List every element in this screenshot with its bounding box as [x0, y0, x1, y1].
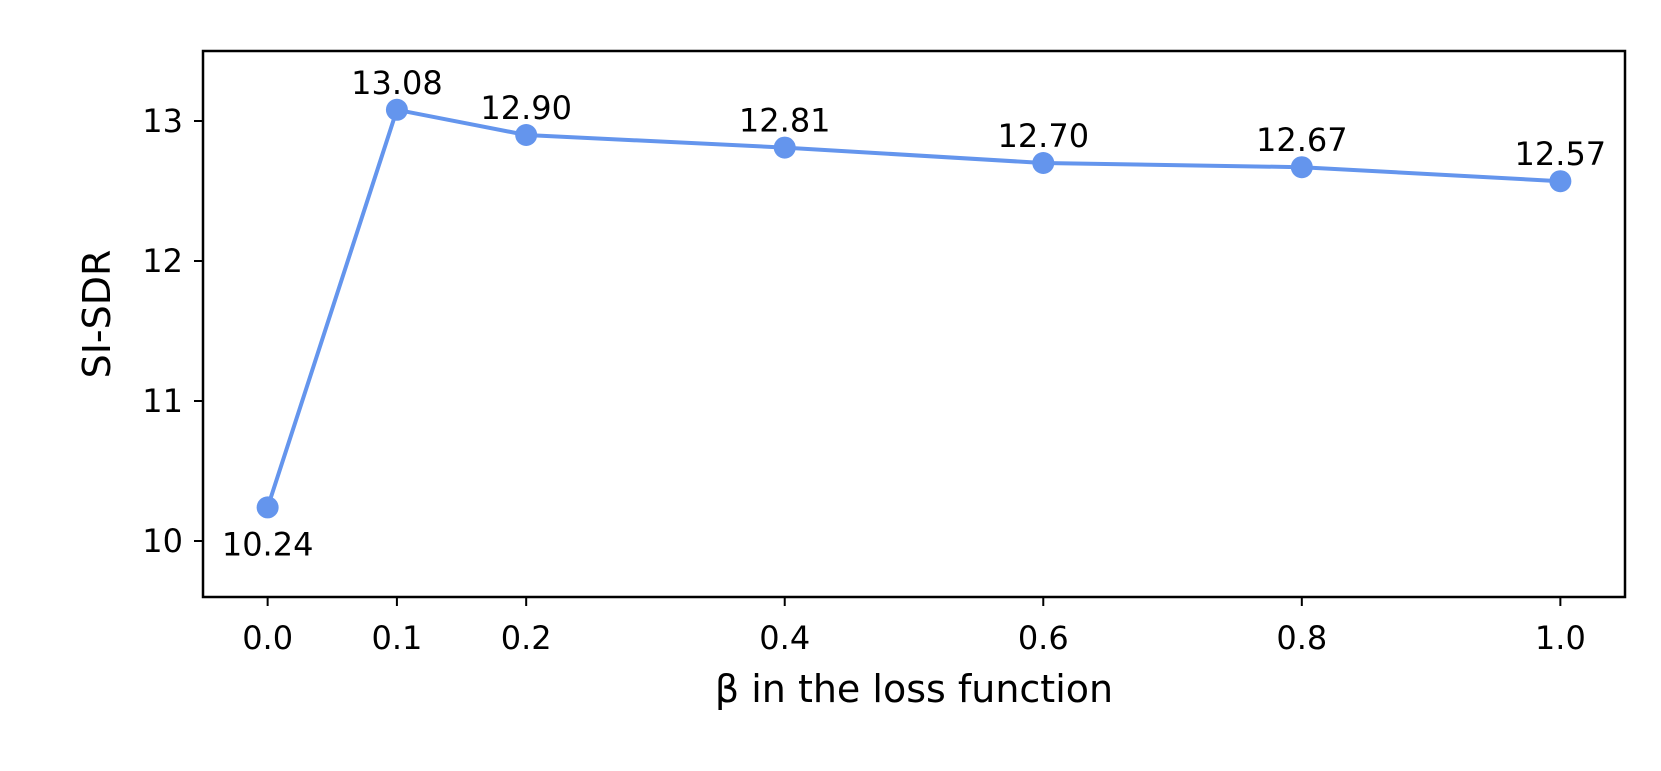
data-point	[1549, 170, 1572, 193]
data-point	[1032, 152, 1055, 174]
data-label: 12.67	[1256, 121, 1348, 159]
x-axis-ticks: 0.0 0.1 0.2 0.4 0.6 0.8 1.0	[242, 597, 1586, 657]
x-tick-label: 0.8	[1276, 619, 1327, 657]
x-tick-label: 0.1	[371, 619, 422, 657]
data-label: 12.70	[997, 117, 1089, 155]
y-tick-label: 13	[142, 102, 183, 140]
series-line	[265, 107, 1561, 509]
x-tick-label: 0.2	[501, 619, 552, 657]
data-point	[385, 98, 408, 121]
y-tick-label: 11	[142, 382, 183, 420]
x-axis-label: β in the loss function	[715, 667, 1113, 711]
data-label: 12.81	[739, 102, 831, 140]
y-tick-label: 12	[142, 242, 183, 280]
plot-layer: 10.24 13.08 12.90 12.81 12.70 12.67 12.57	[222, 64, 1606, 564]
y-axis-label: SI-SDR	[75, 250, 119, 379]
data-point	[1290, 156, 1313, 179]
x-tick-label: 0.0	[242, 619, 293, 657]
data-point	[256, 496, 279, 519]
x-tick-label: 0.6	[1018, 619, 1069, 657]
plot-frame	[201, 49, 1627, 599]
data-point	[515, 124, 538, 146]
y-tick-label: 10	[142, 522, 183, 560]
x-tick-label: 0.4	[759, 619, 810, 657]
data-label: 12.57	[1515, 135, 1607, 173]
data-label: 10.24	[222, 525, 314, 563]
data-label: 13.08	[351, 64, 443, 102]
data-label: 12.90	[480, 89, 572, 127]
data-point	[773, 136, 796, 159]
x-tick-label: 1.0	[1535, 619, 1586, 657]
y-axis-ticks: 10 11 12 13	[142, 102, 203, 560]
